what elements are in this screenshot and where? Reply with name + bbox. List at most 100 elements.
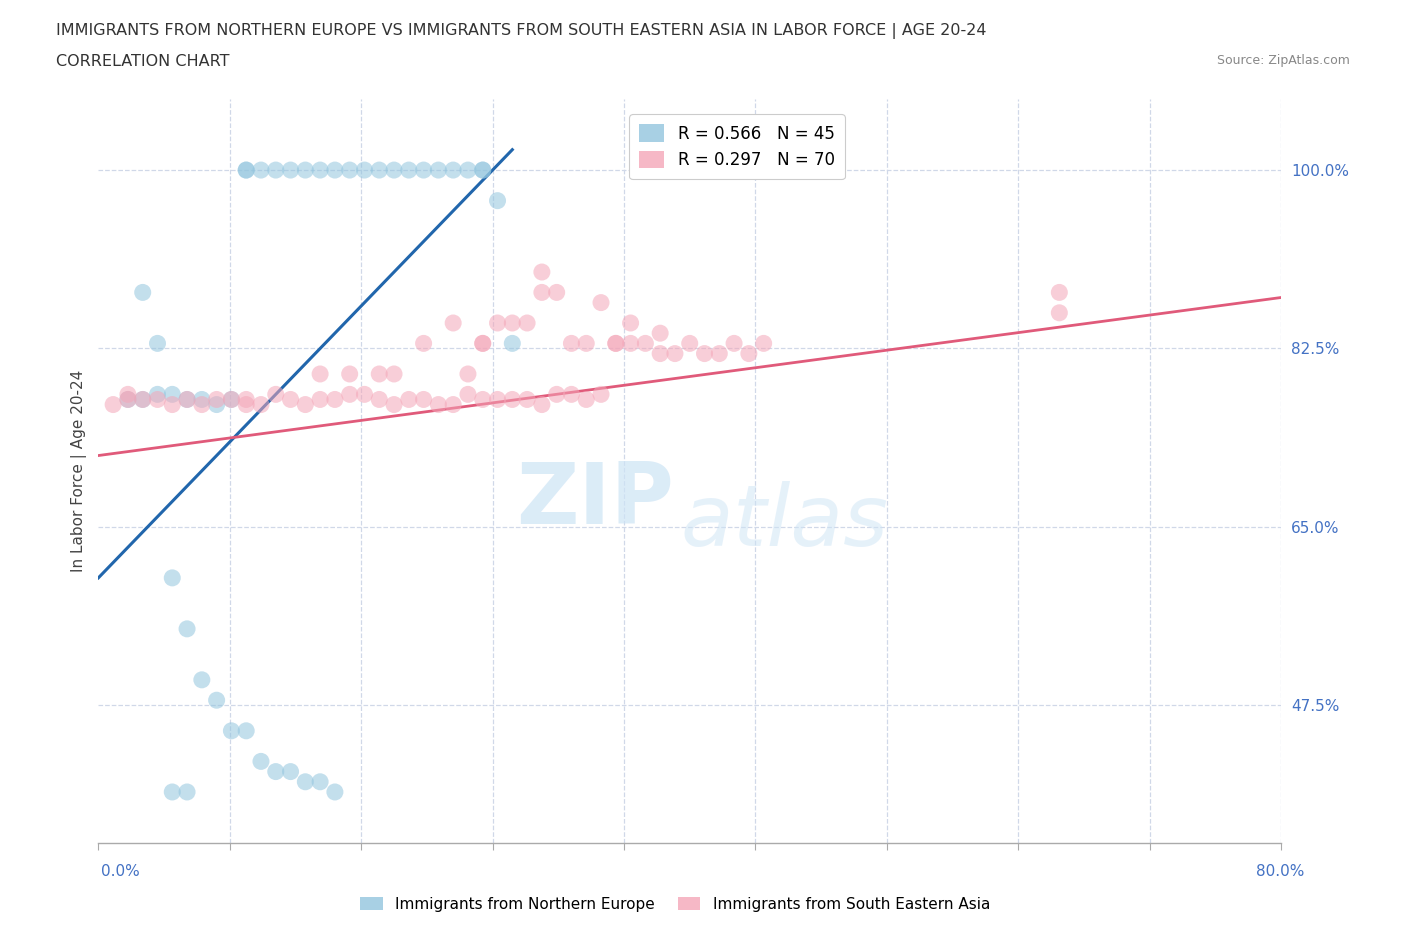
- Point: [605, 336, 627, 351]
- Point: [353, 163, 375, 178]
- Point: [693, 346, 716, 361]
- Point: [589, 387, 612, 402]
- Point: [146, 336, 169, 351]
- Point: [382, 366, 405, 381]
- Point: [368, 392, 391, 407]
- Point: [398, 163, 420, 178]
- Point: [471, 336, 494, 351]
- Point: [280, 163, 302, 178]
- Point: [412, 392, 434, 407]
- Point: [530, 264, 553, 279]
- Point: [368, 163, 391, 178]
- Point: [471, 163, 494, 178]
- Point: [221, 724, 243, 738]
- Point: [264, 163, 287, 178]
- Point: [650, 326, 672, 340]
- Text: 80.0%: 80.0%: [1257, 864, 1305, 879]
- Point: [619, 336, 641, 351]
- Point: [131, 285, 153, 299]
- Point: [221, 392, 243, 407]
- Point: [339, 387, 361, 402]
- Point: [339, 163, 361, 178]
- Point: [117, 392, 139, 407]
- Point: [1047, 285, 1070, 299]
- Point: [457, 387, 479, 402]
- Point: [205, 693, 228, 708]
- Point: [530, 397, 553, 412]
- Point: [427, 397, 450, 412]
- Point: [738, 346, 761, 361]
- Point: [501, 315, 523, 330]
- Point: [191, 392, 214, 407]
- Point: [176, 785, 198, 800]
- Point: [516, 315, 538, 330]
- Text: ZIP: ZIP: [516, 459, 673, 542]
- Point: [280, 764, 302, 779]
- Point: [441, 315, 464, 330]
- Point: [280, 392, 302, 407]
- Point: [664, 346, 686, 361]
- Point: [294, 163, 316, 178]
- Point: [205, 392, 228, 407]
- Point: [235, 724, 257, 738]
- Point: [339, 366, 361, 381]
- Point: [634, 336, 657, 351]
- Point: [294, 775, 316, 790]
- Point: [309, 163, 332, 178]
- Point: [560, 336, 582, 351]
- Point: [501, 392, 523, 407]
- Point: [471, 392, 494, 407]
- Point: [131, 392, 153, 407]
- Text: Source: ZipAtlas.com: Source: ZipAtlas.com: [1216, 54, 1350, 67]
- Point: [162, 397, 184, 412]
- Point: [264, 387, 287, 402]
- Point: [723, 336, 745, 351]
- Point: [368, 366, 391, 381]
- Point: [235, 163, 257, 178]
- Point: [382, 163, 405, 178]
- Point: [309, 366, 332, 381]
- Point: [146, 392, 169, 407]
- Point: [176, 621, 198, 636]
- Point: [323, 392, 346, 407]
- Point: [162, 387, 184, 402]
- Text: 0.0%: 0.0%: [101, 864, 141, 879]
- Point: [191, 397, 214, 412]
- Point: [441, 397, 464, 412]
- Point: [162, 570, 184, 585]
- Point: [101, 397, 124, 412]
- Point: [294, 397, 316, 412]
- Point: [560, 387, 582, 402]
- Point: [441, 163, 464, 178]
- Point: [176, 392, 198, 407]
- Point: [205, 397, 228, 412]
- Legend: Immigrants from Northern Europe, Immigrants from South Eastern Asia: Immigrants from Northern Europe, Immigra…: [354, 890, 995, 918]
- Point: [471, 336, 494, 351]
- Y-axis label: In Labor Force | Age 20-24: In Labor Force | Age 20-24: [72, 370, 87, 572]
- Point: [605, 336, 627, 351]
- Point: [235, 392, 257, 407]
- Point: [264, 764, 287, 779]
- Point: [221, 392, 243, 407]
- Point: [486, 392, 509, 407]
- Point: [1047, 305, 1070, 320]
- Point: [752, 336, 775, 351]
- Point: [516, 392, 538, 407]
- Point: [309, 392, 332, 407]
- Legend: R = 0.566   N = 45, R = 0.297   N = 70: R = 0.566 N = 45, R = 0.297 N = 70: [630, 114, 845, 179]
- Point: [427, 163, 450, 178]
- Point: [146, 387, 169, 402]
- Point: [486, 315, 509, 330]
- Point: [191, 672, 214, 687]
- Point: [679, 336, 702, 351]
- Point: [471, 163, 494, 178]
- Point: [412, 163, 434, 178]
- Point: [309, 775, 332, 790]
- Point: [398, 392, 420, 407]
- Point: [575, 336, 598, 351]
- Point: [709, 346, 731, 361]
- Point: [457, 366, 479, 381]
- Text: IMMIGRANTS FROM NORTHERN EUROPE VS IMMIGRANTS FROM SOUTH EASTERN ASIA IN LABOR F: IMMIGRANTS FROM NORTHERN EUROPE VS IMMIG…: [56, 23, 987, 39]
- Point: [619, 315, 641, 330]
- Point: [176, 392, 198, 407]
